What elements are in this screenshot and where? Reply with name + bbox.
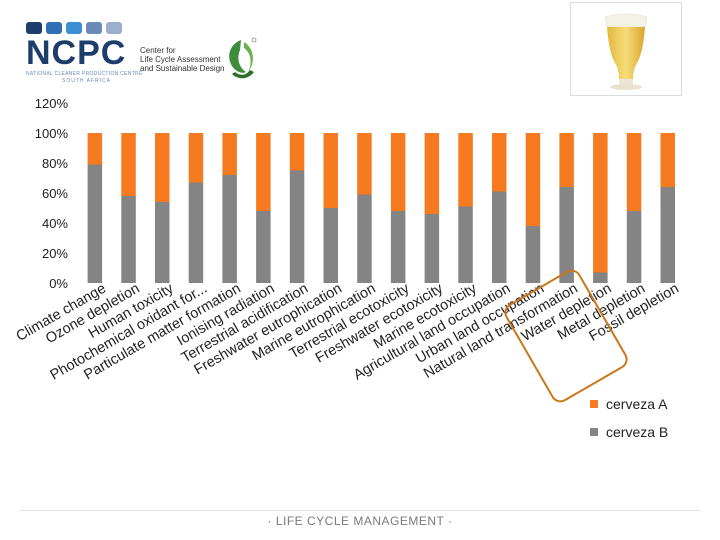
bar-cerveza-a-agricultural-land-occupation: [492, 133, 507, 192]
bar-cerveza-b-marine-ecotoxicity: [458, 206, 473, 283]
legend: cerveza A cerveza B: [590, 396, 668, 440]
bar-cerveza-b-freshwater-eutrophication: [323, 208, 338, 283]
bar-cerveza-b-terrestrial-acidification: [289, 170, 305, 283]
cloud-icon: [106, 22, 122, 34]
bar-cerveza-a-terrestrial-ecotoxicity: [390, 133, 406, 211]
bar-cerveza-b-metal-depletion: [626, 211, 642, 283]
y-tick-label-0: 0%: [49, 276, 68, 291]
footer-divider: [20, 510, 700, 511]
legend-label-cerveza-a: cerveza A: [606, 396, 668, 412]
water-metal-depletion-highlight: [504, 269, 628, 403]
bar-cerveza-b-natural-land-transformation: [559, 187, 574, 283]
lca-center-name: Center for Life Cycle Assessment and Sus…: [140, 46, 230, 73]
bar-cerveza-b-urban-land-occupation: [525, 226, 541, 283]
bar-cerveza-a-particulate-matter-formation: [222, 133, 237, 175]
bar-cerveza-a-urban-land-occupation: [525, 133, 541, 226]
bar-cerveza-a-ionising-radiation: [256, 133, 271, 211]
footer-life-cycle-management: · LIFE CYCLE MANAGEMENT ·: [267, 514, 453, 528]
bar-cerveza-b-fossil-depletion: [660, 187, 675, 283]
stacked-bar-chart: 0% 20% 40% 60% 80% 100% 120% Climate changeOzo…: [14, 96, 682, 440]
bar-cerveza-b-marine-eutrophication: [357, 194, 372, 283]
lca-center-line2: Life Cycle Assessment: [140, 55, 221, 64]
ncpc-logo: NCPC NATIONAL CLEANER PRODUCTION CENTRE …: [24, 22, 142, 92]
bar-cerveza-b-ionising-radiation: [256, 211, 271, 283]
bar-cerveza-a-climate-change: [87, 133, 103, 165]
bar-series: [87, 133, 675, 283]
lca-center-line3: and Sustainable Design: [140, 64, 225, 73]
bar-cerveza-a-marine-eutrophication: [357, 133, 372, 195]
people-icon: [26, 22, 42, 34]
bar-cerveza-a-natural-land-transformation: [559, 133, 574, 187]
bar-cerveza-a-ozone-depletion: [121, 133, 136, 196]
y-axis: 0% 20% 40% 60% 80% 100% 120%: [35, 96, 69, 291]
lca-center-line1: Center for: [140, 46, 176, 55]
y-tick-label-20: 20%: [42, 246, 68, 261]
bar-cerveza-b-climate-change: [87, 164, 103, 283]
bar-cerveza-a-metal-depletion: [626, 133, 642, 211]
recycle-leaf-icon: [229, 37, 257, 79]
bar-cerveza-a-fossil-depletion: [660, 133, 675, 187]
y-tick-label-120: 120%: [35, 96, 69, 111]
y-tick-label-100: 100%: [35, 126, 69, 141]
bar-cerveza-b-water-depletion: [593, 272, 608, 283]
bar-cerveza-a-terrestrial-acidification: [289, 133, 305, 171]
ncpc-icon-row: [24, 22, 134, 36]
bar-cerveza-b-photochemical-oxidant-formation: [188, 182, 204, 283]
water-drop-icon: [66, 22, 82, 34]
legend-swatch-cerveza-a: [590, 400, 598, 408]
header: NCPC NATIONAL CLEANER PRODUCTION CENTRE …: [0, 0, 720, 96]
bar-cerveza-a-water-depletion: [593, 133, 608, 273]
bar-cerveza-b-ozone-depletion: [121, 196, 136, 283]
bar-cerveza-a-freshwater-eutrophication: [323, 133, 338, 208]
bar-cerveza-b-terrestrial-ecotoxicity: [390, 211, 406, 283]
ncpc-wordmark: NCPC: [26, 34, 127, 72]
bar-cerveza-b-agricultural-land-occupation: [492, 191, 507, 283]
bar-cerveza-a-freshwater-ecotoxicity: [424, 133, 440, 214]
y-tick-label-40: 40%: [42, 216, 68, 231]
legend-label-cerveza-b: cerveza B: [606, 424, 668, 440]
legend-swatch-cerveza-b: [590, 428, 598, 436]
bar-cerveza-a-human-toxicity: [155, 133, 170, 202]
bar-cerveza-b-particulate-matter-formation: [222, 175, 237, 283]
leaf-icon: [46, 22, 62, 34]
ncpc-country: SOUTH AFRICA: [62, 78, 111, 84]
y-tick-label-80: 80%: [42, 156, 68, 171]
bar-cerveza-b-freshwater-ecotoxicity: [424, 214, 440, 283]
beer-glass-icon: [570, 2, 682, 96]
bar-cerveza-b-human-toxicity: [155, 202, 170, 283]
ncpc-subtitle: NATIONAL CLEANER PRODUCTION CENTRE: [26, 71, 143, 77]
bar-cerveza-a-photochemical-oxidant-formation: [188, 133, 204, 183]
bar-cerveza-a-marine-ecotoxicity: [458, 133, 473, 207]
factory-icon: [86, 22, 102, 34]
y-tick-label-60: 60%: [42, 186, 68, 201]
